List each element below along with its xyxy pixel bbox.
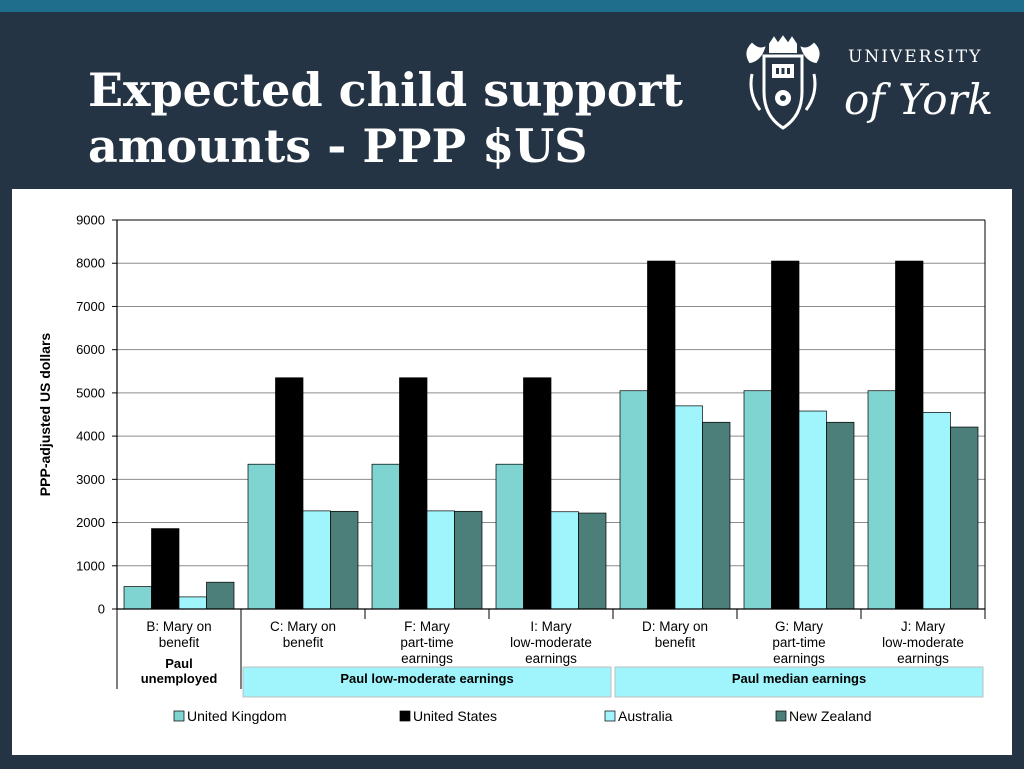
y-tick-label: 9000 [76, 213, 105, 228]
bar-australia [550, 511, 579, 610]
category-label: C: Mary on [270, 619, 336, 634]
legend-label: United Kingdom [187, 708, 287, 724]
group-label: Paul [165, 656, 192, 671]
top-accent-stripe [0, 0, 1024, 12]
y-axis-title: PPP-adjusted US dollars [37, 333, 53, 497]
bar-united-kingdom [495, 463, 524, 610]
legend-swatch [173, 710, 185, 722]
bar-australia [302, 510, 331, 610]
category-label: part-time [400, 635, 453, 650]
y-tick-label: 0 [98, 602, 105, 617]
bar-new-zealand [330, 510, 359, 610]
group-band [614, 666, 984, 698]
bar-united-kingdom [743, 390, 772, 610]
bar-new-zealand [950, 426, 979, 610]
chart-panel: 0 1000 2000 3000 4000 5000 6000 7000 8000 9000 B: … [12, 189, 1012, 755]
bar-united-states [399, 377, 428, 610]
category-label: benefit [283, 635, 324, 650]
bar-australia [674, 405, 703, 610]
york-crest-icon [746, 35, 820, 130]
category-label: earnings [897, 651, 949, 666]
bar-new-zealand [702, 421, 731, 610]
y-tick-label: 7000 [76, 299, 105, 314]
category-label: I: Mary [530, 619, 572, 634]
category-label: F: Mary [404, 619, 450, 634]
bar-new-zealand [454, 510, 483, 610]
category-label: earnings [773, 651, 825, 666]
y-tick-label: 3000 [76, 472, 105, 487]
bar-united-states [275, 377, 304, 610]
group-label: unemployed [141, 671, 218, 686]
category-label: J: Mary [901, 619, 946, 634]
category-label: low-moderate [510, 635, 592, 650]
bar-australia [426, 510, 455, 610]
bar-united-states [151, 528, 180, 610]
bar-australia [178, 596, 207, 610]
logo-text-of-york: of York [844, 75, 993, 124]
legend-label: Australia [618, 708, 673, 724]
bar-united-kingdom [867, 390, 896, 610]
logo-text-university: UNIVERSITY [848, 47, 982, 67]
category-label: low-moderate [882, 635, 964, 650]
legend-swatch [399, 710, 411, 722]
bar-united-states [895, 260, 924, 610]
slide-title-line-1: Expected child support [88, 63, 684, 117]
y-tick-label: 1000 [76, 558, 105, 573]
legend-swatch [604, 710, 616, 722]
y-tick-label: 4000 [76, 429, 105, 444]
bar-united-states [523, 377, 552, 610]
bar-united-kingdom [123, 586, 152, 610]
legend-label: United States [413, 708, 497, 724]
category-label: part-time [772, 635, 825, 650]
university-of-york-logo: UNIVERSITY of York [746, 35, 993, 130]
bar-united-kingdom [619, 390, 648, 610]
bar-australia [922, 411, 951, 610]
y-tick-label: 6000 [76, 342, 105, 357]
legend-label: New Zealand [789, 708, 872, 724]
category-label: B: Mary on [146, 619, 211, 634]
category-label: earnings [525, 651, 577, 666]
slide-title: Expected child support amounts - PPP $US [88, 62, 708, 174]
bar-new-zealand [826, 421, 855, 610]
bar-australia [798, 410, 827, 610]
category-label: D: Mary on [642, 619, 708, 634]
bar-united-kingdom [371, 463, 400, 610]
bar-united-kingdom [247, 463, 276, 610]
legend-swatch [775, 710, 787, 722]
bar-chart: 0 1000 2000 3000 4000 5000 6000 7000 8000 9000 B: … [37, 213, 986, 724]
category-label: benefit [655, 635, 696, 650]
group-label: Paul low-moderate earnings [340, 671, 513, 686]
group-label: Paul median earnings [732, 671, 866, 686]
bar-united-states [647, 260, 676, 610]
category-label: benefit [159, 635, 200, 650]
slide-title-line-2: amounts - PPP $US [88, 119, 588, 173]
category-label: G: Mary [775, 619, 823, 634]
bar-new-zealand [206, 581, 235, 610]
category-label: earnings [401, 651, 453, 666]
y-tick-label: 8000 [76, 256, 105, 271]
bar-new-zealand [578, 512, 607, 610]
group-band [242, 666, 612, 698]
y-tick-label: 5000 [76, 385, 105, 400]
y-tick-label: 2000 [76, 515, 105, 530]
bar-united-states [771, 260, 800, 610]
